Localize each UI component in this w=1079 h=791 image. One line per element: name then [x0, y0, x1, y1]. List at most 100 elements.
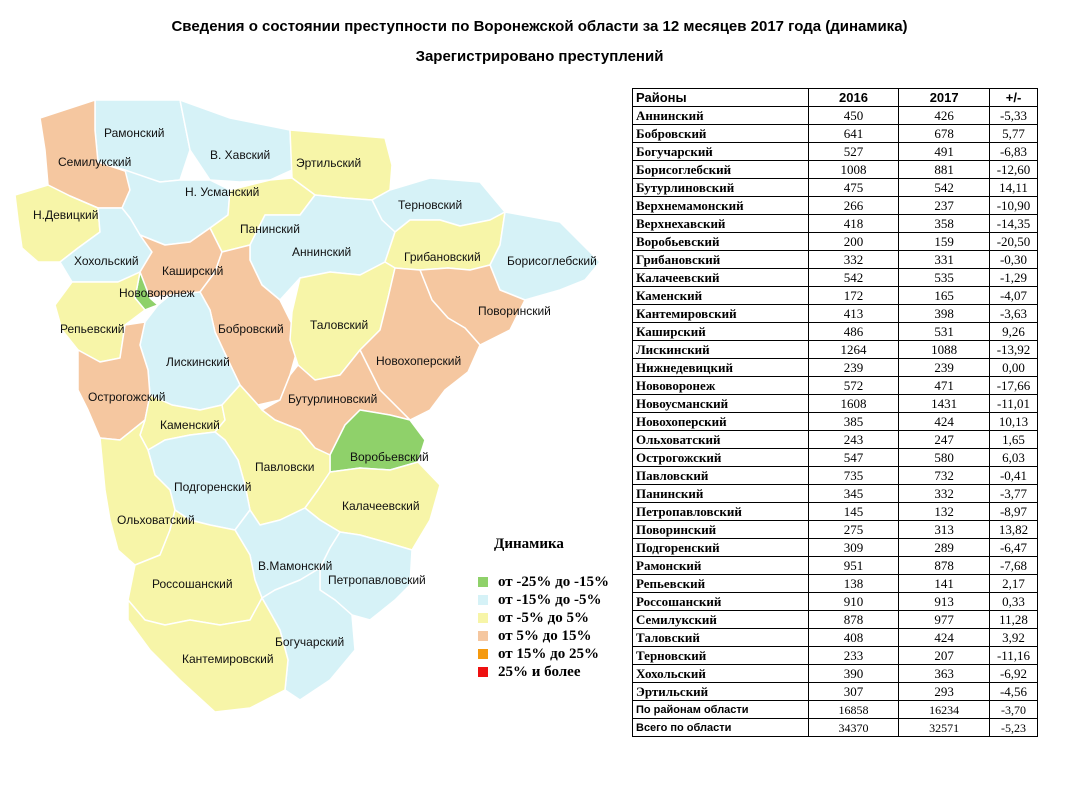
district-name: По районам области [632, 700, 809, 719]
change-percent: 9,26 [989, 322, 1038, 341]
value-2017: 424 [898, 628, 991, 647]
change-percent: -8,97 [989, 502, 1038, 521]
table-row: Репьевский 138 141 2,17 [632, 574, 1038, 593]
district-name: Аннинский [632, 106, 809, 125]
value-2016: 34370 [807, 718, 900, 737]
legend-swatch [478, 631, 488, 641]
region-label: Н.Девицкий [33, 208, 98, 222]
value-2016: 951 [807, 556, 900, 575]
value-2016: 266 [807, 196, 900, 215]
legend-swatch [478, 649, 488, 659]
district-name: Эртильский [632, 682, 809, 701]
value-2016: 138 [807, 574, 900, 593]
change-percent: 0,00 [989, 358, 1038, 377]
value-2017: 16234 [898, 700, 991, 719]
change-percent: -14,35 [989, 214, 1038, 233]
table-row: Каменский 172 165 -4,07 [632, 286, 1038, 305]
table-row: Новохоперский 385 424 10,13 [632, 412, 1038, 431]
value-2017: 491 [898, 142, 991, 161]
region-label: Терновский [398, 198, 462, 212]
value-2016: 332 [807, 250, 900, 269]
region-label: Лискинский [166, 355, 230, 369]
map-region-21 [77, 321, 151, 441]
region-label: Н. Усманский [185, 185, 259, 199]
change-percent: -6,92 [989, 664, 1038, 683]
region-label: Панинский [240, 222, 300, 236]
change-percent: -3,70 [989, 700, 1038, 719]
value-2017: 159 [898, 232, 991, 251]
change-percent: -10,90 [989, 196, 1038, 215]
value-2016: 309 [807, 538, 900, 557]
region-label: Новохоперский [376, 354, 461, 368]
value-2017: 32571 [898, 718, 991, 737]
value-2016: 243 [807, 430, 900, 449]
change-percent: -4,07 [989, 286, 1038, 305]
value-2016: 390 [807, 664, 900, 683]
value-2017: 141 [898, 574, 991, 593]
district-name: Нововоронеж [632, 376, 809, 395]
value-2017: 293 [898, 682, 991, 701]
value-2016: 385 [807, 412, 900, 431]
value-2017: 977 [898, 610, 991, 629]
table-row: Новоусманский 1608 1431 -11,01 [632, 394, 1038, 413]
table-row: Всего по области 34370 32571 -5,23 [632, 718, 1038, 737]
value-2017: 531 [898, 322, 991, 341]
value-2017: 239 [898, 358, 991, 377]
change-percent: 5,77 [989, 124, 1038, 143]
region-label: Кантемировский [182, 652, 274, 666]
change-percent: 14,11 [989, 178, 1038, 197]
change-percent: -6,83 [989, 142, 1038, 161]
map-region-33 [127, 597, 289, 713]
change-percent: -4,56 [989, 682, 1038, 701]
change-percent: 11,28 [989, 610, 1038, 629]
change-percent: -3,77 [989, 484, 1038, 503]
value-2016: 200 [807, 232, 900, 251]
value-2016: 233 [807, 646, 900, 665]
change-percent: -7,68 [989, 556, 1038, 575]
value-2017: 878 [898, 556, 991, 575]
map-region-12 [489, 211, 601, 301]
value-2016: 1008 [807, 160, 900, 179]
table-row: Нововоронеж 572 471 -17,66 [632, 376, 1038, 395]
change-percent: -17,66 [989, 376, 1038, 395]
change-percent: 10,13 [989, 412, 1038, 431]
value-2017: 313 [898, 520, 991, 539]
region-label: Репьевский [60, 322, 124, 336]
district-name: Рамонский [632, 556, 809, 575]
table-row: Каширский 486 531 9,26 [632, 322, 1038, 341]
legend-label: от -5% до 5% [498, 609, 590, 626]
legend-item: от -25% до -15% [478, 573, 638, 591]
table-row: Эртильский 307 293 -4,56 [632, 682, 1038, 701]
region-label: Каширский [162, 264, 223, 278]
district-name: Каширский [632, 322, 809, 341]
district-name: Нижнедевицкий [632, 358, 809, 377]
table-row: Калачеевский 542 535 -1,29 [632, 268, 1038, 287]
region-label: Поворинский [478, 304, 551, 318]
value-2017: 1431 [898, 394, 991, 413]
district-name: Каменский [632, 286, 809, 305]
value-2017: 165 [898, 286, 991, 305]
legend-item: от -15% до -5% [478, 591, 638, 609]
district-name: Петропавловский [632, 502, 809, 521]
value-2016: 542 [807, 268, 900, 287]
legend-swatch [478, 577, 488, 587]
district-name: Борисоглебский [632, 160, 809, 179]
value-2017: 207 [898, 646, 991, 665]
value-2016: 527 [807, 142, 900, 161]
region-label: Павловски [255, 460, 314, 474]
legend-label: от -15% до -5% [498, 591, 602, 608]
change-percent: 2,17 [989, 574, 1038, 593]
value-2016: 572 [807, 376, 900, 395]
region-label: Россошанский [152, 577, 233, 591]
table-header-row: Районы 2016 2017 +/- [632, 88, 1038, 107]
value-2016: 1264 [807, 340, 900, 359]
value-2016: 408 [807, 628, 900, 647]
value-2016: 239 [807, 358, 900, 377]
table-row: Подгоренский 309 289 -6,47 [632, 538, 1038, 557]
legend-label: 25% и более [498, 663, 581, 680]
district-name: Семилукский [632, 610, 809, 629]
region-label: Петропавловский [328, 573, 426, 587]
region-label: Борисоглебский [507, 254, 597, 268]
value-2016: 641 [807, 124, 900, 143]
region-label: В.Мамонский [258, 559, 332, 573]
